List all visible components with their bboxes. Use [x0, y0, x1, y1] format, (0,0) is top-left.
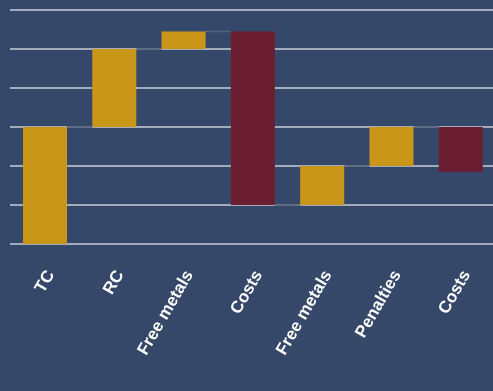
category-label: Penalties	[351, 267, 405, 341]
bar-penalties	[370, 127, 414, 166]
bar-free-metals	[162, 31, 206, 49]
bar-costs	[439, 127, 483, 172]
category-label: TC	[31, 267, 59, 296]
category-label: Costs	[434, 267, 474, 317]
category-label: Costs	[226, 267, 266, 317]
bar-rc	[92, 49, 136, 127]
category-label: RC	[99, 267, 128, 298]
bar-costs	[231, 31, 275, 205]
bar-tc	[23, 127, 67, 244]
category-labels: TC RC Free metals Costs Free metals Penalties…	[31, 267, 475, 358]
bars	[23, 31, 483, 244]
bar-free-metals	[300, 166, 344, 205]
category-label: Free metals	[272, 267, 336, 358]
category-label: Free metals	[133, 267, 197, 358]
